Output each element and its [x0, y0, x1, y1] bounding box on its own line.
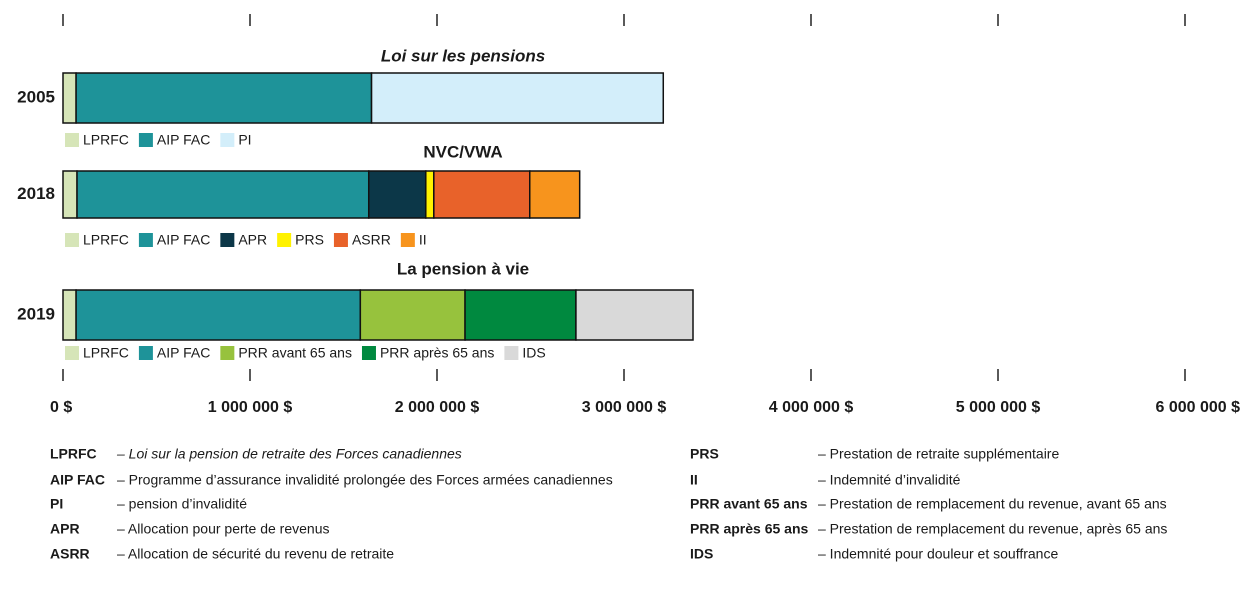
legend-label: AIP FAC: [157, 345, 210, 361]
legend-swatch: [361, 346, 376, 360]
legend-label: II: [419, 232, 427, 248]
legend-swatch: [504, 346, 519, 360]
legend-label: LPRFC: [83, 132, 129, 148]
glossary-definition: – Indemnité pour douleur et souffrance: [818, 546, 1058, 562]
bar-segment: [62, 289, 77, 341]
glossary-definition: – Allocation pour perte de revenus: [117, 521, 329, 537]
legend-swatch: [220, 346, 235, 360]
x-tick-label: 4 000 000 $: [769, 399, 854, 416]
x-tick-label: 5 000 000 $: [956, 399, 1041, 416]
legend-label: AIP FAC: [157, 132, 210, 148]
glossary-abbr: IDS: [690, 546, 713, 562]
glossary-definition: – Prestation de retraite supplémentaire: [818, 446, 1059, 462]
glossary-abbr: APR: [50, 521, 80, 537]
glossary-abbr: PRR après 65 ans: [690, 521, 808, 537]
row-title: La pension à vie: [397, 259, 529, 278]
legend-label: LPRFC: [83, 232, 129, 248]
x-tick-label: 3 000 000 $: [582, 399, 667, 416]
row-title: Loi sur les pensions: [381, 46, 545, 65]
legend-label: APR: [238, 232, 267, 248]
legend-label: IDS: [522, 345, 545, 361]
glossary-definition: – Loi sur la pension de retraite des For…: [116, 446, 462, 462]
glossary-definition: – Programme d’assurance invalidité prolo…: [117, 472, 613, 488]
legend-swatch: [65, 133, 79, 147]
glossary-abbr: PRR avant 65 ans: [690, 496, 808, 512]
row-title: NVC/VWA: [423, 142, 502, 161]
x-tick-label: 0 $: [50, 399, 72, 416]
glossary-abbr: AIP FAC: [50, 472, 105, 488]
x-tick-label: 1 000 000 $: [208, 399, 293, 416]
glossary-definition: – Prestation de remplacement du revenue,…: [818, 521, 1167, 537]
x-tick-label: 2 000 000 $: [395, 399, 480, 416]
legend-label: PI: [238, 132, 251, 148]
row-label: 2005: [17, 87, 55, 106]
bar-segment: [529, 170, 581, 219]
legend-swatch: [220, 133, 235, 147]
row-label: 2019: [17, 304, 55, 323]
legend-swatch: [65, 346, 79, 360]
bar-segment: [75, 72, 373, 124]
bar-segment: [359, 289, 466, 341]
glossary-abbr: LPRFC: [50, 446, 97, 462]
legend-swatch: [333, 233, 348, 247]
glossary-abbr: PI: [50, 496, 63, 512]
bar-segment: [433, 170, 531, 219]
legend-label: ASRR: [352, 232, 391, 248]
bar-segment: [575, 289, 694, 341]
bar-segment: [425, 170, 435, 219]
legend-label: PRR après 65 ans: [380, 345, 494, 361]
glossary-abbr: PRS: [690, 446, 719, 462]
legend-swatch: [65, 233, 79, 247]
glossary-definition: – Prestation de remplacement du revenue,…: [818, 496, 1167, 512]
legend-swatch: [277, 233, 292, 247]
bar-segment: [367, 170, 427, 219]
legend-swatch: [220, 233, 235, 247]
legend-swatch: [400, 233, 415, 247]
glossary-definition: – Indemnité d’invalidité: [818, 472, 961, 488]
glossary-abbr: ASRR: [50, 546, 90, 562]
bar-segment: [62, 170, 78, 219]
legend-label: PRS: [295, 232, 324, 248]
x-tick-label: 6 000 000 $: [1155, 399, 1240, 416]
legend-swatch: [138, 233, 153, 247]
bar-segment: [75, 289, 362, 341]
glossary-definition: – Allocation de sécurité du revenu de re…: [117, 546, 394, 562]
glossary-abbr: II: [690, 472, 698, 488]
legend-label: LPRFC: [83, 345, 129, 361]
legend-swatch: [138, 133, 153, 147]
legend-label: PRR avant 65 ans: [238, 345, 352, 361]
bar-segment: [464, 289, 577, 341]
bar-segment: [76, 170, 370, 219]
glossary-definition: – pension d’invalidité: [117, 496, 247, 512]
row-label: 2018: [17, 184, 55, 203]
bar-segment: [62, 72, 77, 124]
legend-label: AIP FAC: [157, 232, 210, 248]
bar-segment: [370, 72, 665, 124]
legend-swatch: [138, 346, 153, 360]
